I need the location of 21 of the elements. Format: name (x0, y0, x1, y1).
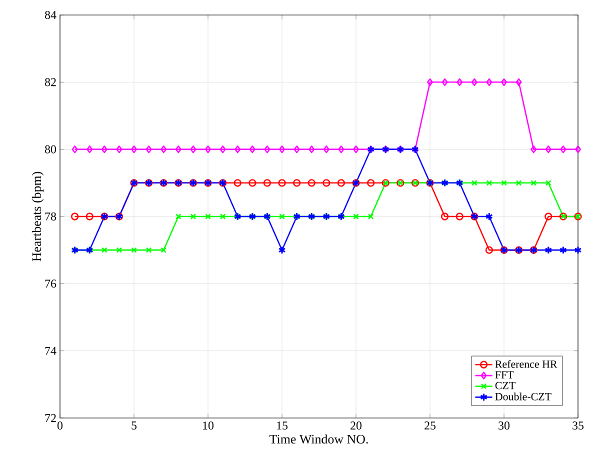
y-tick-label: 72 (45, 414, 56, 422)
x-tick-label: 15 (277, 422, 288, 430)
x-tick-label: 35 (572, 422, 584, 430)
y-tick-label: 74 (45, 346, 56, 355)
legend-label: Double-CZT (495, 392, 552, 400)
y-axis-title: Heartbeats (bpm) (32, 172, 44, 262)
x-tick-label: 5 (132, 422, 137, 430)
y-tick-label: 80 (44, 145, 56, 154)
x-axis-title: Time Window NO. (270, 434, 368, 444)
x-tick-label: 25 (424, 422, 436, 430)
x-tick-label: 0 (57, 422, 63, 430)
legend-label: Reference HR (495, 360, 558, 368)
y-tick-label: 76 (45, 280, 56, 288)
y-tick-label: 82 (44, 78, 56, 86)
x-tick-label: 30 (498, 422, 510, 430)
legend-label: CZT (495, 382, 516, 390)
y-tick-label: 78 (45, 212, 56, 221)
legend-label: FFT (495, 371, 514, 378)
x-tick-label: 20 (350, 422, 362, 430)
x-tick-label: 10 (203, 422, 214, 430)
y-tick-label: 84 (44, 10, 56, 20)
